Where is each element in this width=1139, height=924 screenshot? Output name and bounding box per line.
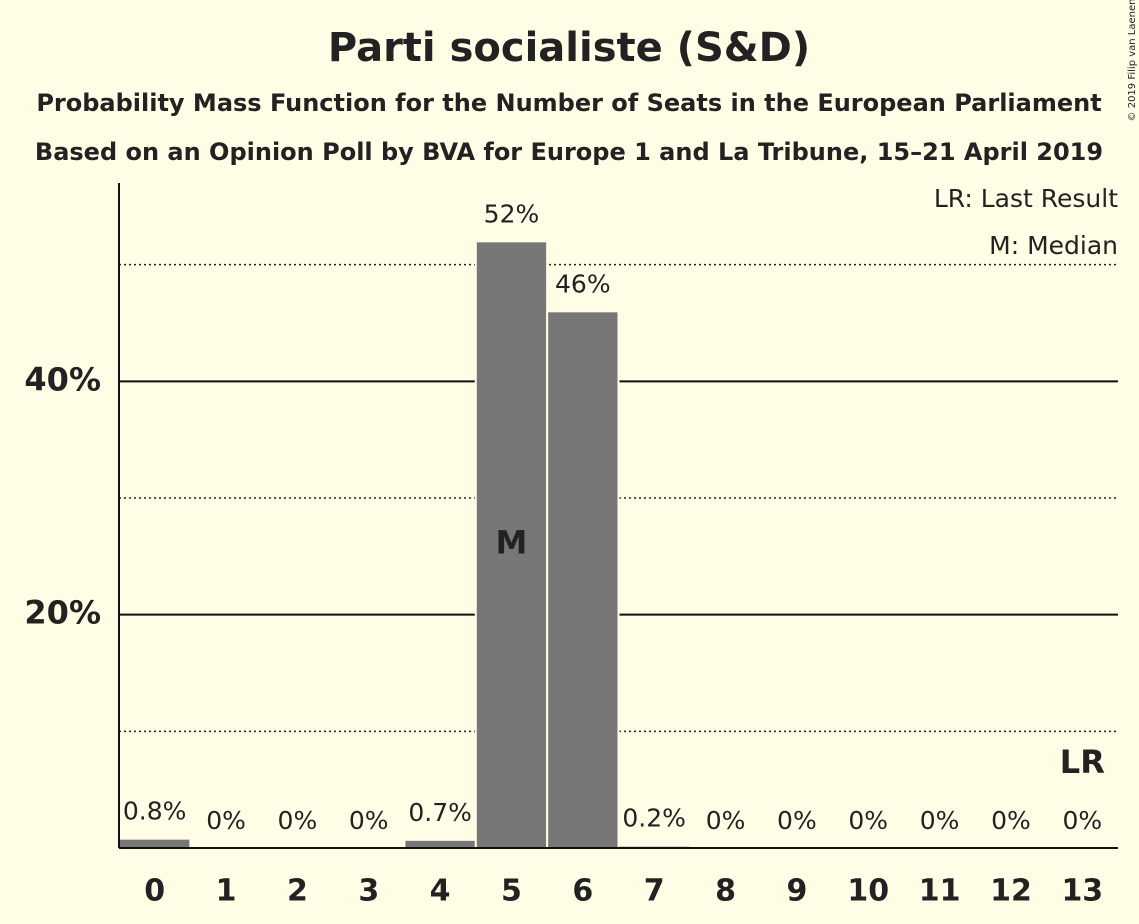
- x-tick-label: 6: [572, 874, 593, 909]
- x-tick-label: 5: [501, 874, 522, 909]
- value-label: 0%: [278, 806, 318, 835]
- value-label: 0%: [206, 806, 246, 835]
- bar: [118, 837, 192, 850]
- x-tick-label: 3: [358, 874, 379, 909]
- value-label: 0%: [991, 806, 1031, 835]
- copyright: © 2019 Filip van Laenen: [1127, 0, 1138, 121]
- legend-entry: LR: Last Result: [934, 184, 1118, 213]
- bar: [403, 838, 477, 849]
- legend-entry: M: Median: [989, 231, 1118, 260]
- value-label: 0%: [1062, 806, 1102, 835]
- value-label: 46%: [555, 269, 611, 298]
- value-label: 0.7%: [408, 798, 472, 827]
- bar: [546, 310, 620, 850]
- value-label: 0%: [920, 806, 960, 835]
- y-tick-label: 40%: [24, 360, 101, 398]
- x-tick-label: 10: [847, 874, 889, 909]
- x-tick-label: 8: [715, 874, 736, 909]
- x-tick-label: 2: [287, 874, 308, 909]
- x-tick-label: 12: [990, 874, 1032, 909]
- value-label: 0%: [848, 806, 888, 835]
- x-tick-label: 4: [430, 874, 451, 909]
- subtitle: Based on an Opinion Poll by BVA for Euro…: [35, 138, 1103, 166]
- y-tick-label: 20%: [24, 594, 101, 632]
- subtitle: Probability Mass Function for the Number…: [36, 89, 1101, 117]
- value-label: 0.2%: [622, 804, 686, 833]
- x-tick-label: 11: [919, 874, 961, 909]
- value-label: 0%: [706, 806, 746, 835]
- value-label: 0%: [349, 806, 389, 835]
- x-tick-label: 7: [644, 874, 665, 909]
- x-tick-label: 9: [786, 874, 807, 909]
- last-result-marker: LR: [1060, 743, 1105, 781]
- value-label: 0%: [777, 806, 817, 835]
- chart-title: Parti socialiste (S&D): [328, 25, 810, 71]
- value-label: 52%: [484, 199, 540, 228]
- x-tick-label: 0: [144, 874, 165, 909]
- x-tick-label: 1: [216, 874, 237, 909]
- value-label: 0.8%: [123, 797, 187, 826]
- x-tick-label: 13: [1061, 874, 1103, 909]
- median-marker: M: [496, 524, 528, 562]
